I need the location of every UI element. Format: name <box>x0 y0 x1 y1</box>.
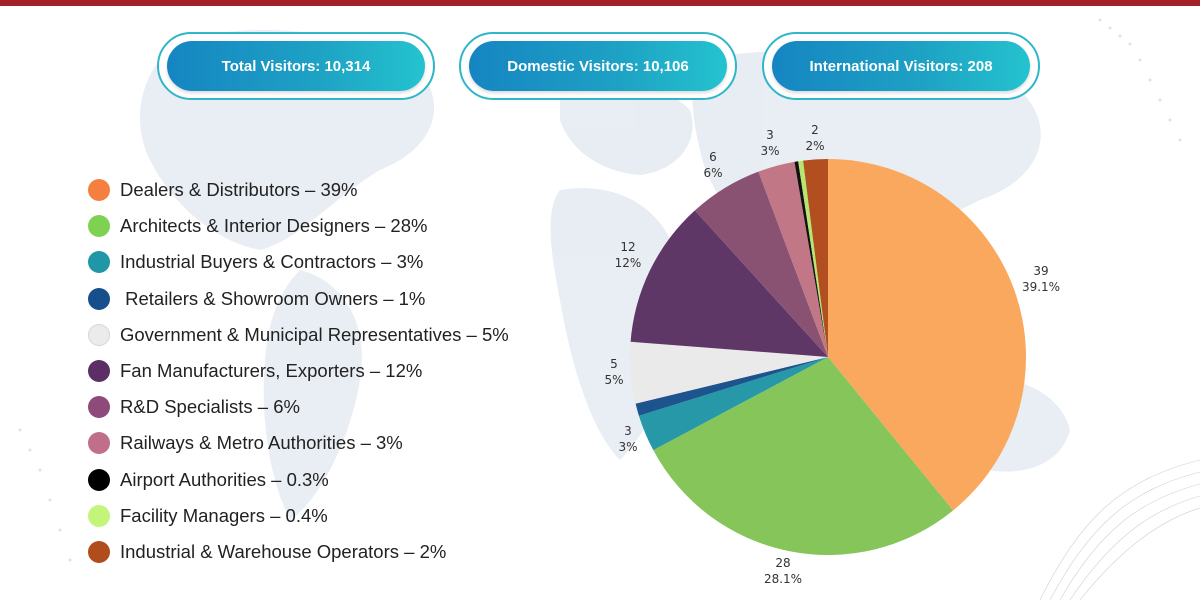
pie-value-label: 6 <box>709 150 717 164</box>
pie-value-label: 28 <box>775 556 790 570</box>
pie-percent-label: 28.1% <box>764 572 802 586</box>
pie-percent-label: 12% <box>615 256 642 270</box>
legend-label: Airport Authorities – 0.3% <box>120 468 329 490</box>
legend-item: Railways & Metro Authorities – 3% <box>88 425 509 461</box>
pie-value-label: 2 <box>811 123 819 137</box>
legend-label: Dealers & Distributors – 39% <box>120 179 358 201</box>
pie-slice <box>803 159 828 357</box>
pie-percent-label: 39.1% <box>1022 280 1060 294</box>
domestic-visitors-badge: Domestic Visitors: 10,106 <box>459 32 737 100</box>
legend-item: Industrial & Warehouse Operators – 2% <box>88 534 509 570</box>
legend-swatch <box>88 323 110 346</box>
pie-slice <box>653 357 954 555</box>
total-visitors-text: Total Visitors: 10,314 <box>167 41 425 91</box>
legend-item: R&D Specialists – 6% <box>88 389 509 425</box>
pie-slice <box>794 161 828 357</box>
legend-swatch <box>88 468 110 491</box>
pie-slice <box>638 357 828 451</box>
pie-value-label: 5 <box>610 357 618 371</box>
pie-slice <box>828 159 1026 511</box>
legend-swatch <box>88 504 110 527</box>
pie-slice <box>635 357 828 416</box>
legend-item: Architects & Interior Designers – 28% <box>88 208 509 244</box>
international-visitors-badge: International Visitors: 208 <box>762 32 1040 100</box>
pie-value-label: 39 <box>1033 264 1048 278</box>
legend-swatch <box>88 215 110 238</box>
legend: Dealers & Distributors – 39% Architects … <box>88 172 509 570</box>
pie-value-label: 3 <box>624 424 632 438</box>
legend-swatch <box>88 287 110 310</box>
pie-percent-label: 3% <box>760 144 779 158</box>
pie-percent-label: 2% <box>805 139 824 153</box>
top-accent-bar <box>0 0 1200 6</box>
pie-percent-label: 6% <box>703 166 722 180</box>
legend-label: Government & Municipal Representatives –… <box>120 323 509 345</box>
legend-label: Industrial Buyers & Contractors – 3% <box>120 251 424 273</box>
legend-item: Government & Municipal Representatives –… <box>88 317 509 353</box>
legend-label: R&D Specialists – 6% <box>120 396 300 418</box>
total-visitors-badge: Total Visitors: 10,314 <box>157 32 435 100</box>
legend-item: Facility Managers – 0.4% <box>88 498 509 534</box>
legend-swatch <box>88 179 110 202</box>
pie-slice <box>630 341 828 404</box>
legend-swatch <box>88 432 110 455</box>
legend-label: Industrial & Warehouse Operators – 2% <box>120 540 447 562</box>
legend-label: Railways & Metro Authorities – 3% <box>120 432 403 454</box>
pie-value-label: 12 <box>620 240 635 254</box>
legend-label: Retailers & Showroom Owners – 1% <box>120 287 426 309</box>
legend-swatch <box>88 360 110 383</box>
legend-item: Airport Authorities – 0.3% <box>88 462 509 498</box>
legend-item: Industrial Buyers & Contractors – 3% <box>88 244 509 280</box>
legend-label: Fan Manufacturers, Exporters – 12% <box>120 360 423 382</box>
pie-slice <box>798 160 828 357</box>
pie-percent-label: 5% <box>604 373 623 387</box>
legend-swatch <box>88 540 110 563</box>
legend-swatch <box>88 251 110 274</box>
pie-value-label: 3 <box>766 128 774 142</box>
pie-slice <box>694 171 828 357</box>
legend-item: Retailers & Showroom Owners – 1% <box>88 281 509 317</box>
pie-slice <box>630 210 828 357</box>
international-visitors-text: International Visitors: 208 <box>772 41 1030 91</box>
pie-percent-label: 3% <box>618 440 637 454</box>
pie-slice <box>758 161 828 357</box>
legend-swatch <box>88 396 110 419</box>
legend-label: Facility Managers – 0.4% <box>120 504 328 526</box>
legend-item: Fan Manufacturers, Exporters – 12% <box>88 353 509 389</box>
legend-item: Dealers & Distributors – 39% <box>88 172 509 208</box>
domestic-visitors-text: Domestic Visitors: 10,106 <box>469 41 727 91</box>
legend-label: Architects & Interior Designers – 28% <box>120 215 428 237</box>
